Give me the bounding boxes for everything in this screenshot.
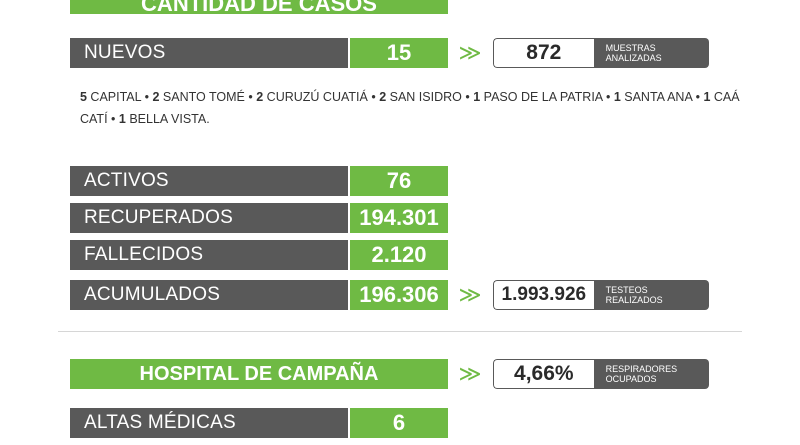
cases-title-banner: CANTIDAD DE CASOS: [70, 0, 448, 16]
locality-item: 5 CAPITAL: [80, 90, 141, 104]
respiradores-pill: 4,66% RESPIRADORES OCUPADOS: [493, 359, 709, 389]
locality-item: 2 SAN ISIDRO: [379, 90, 462, 104]
acumulados-value: 196.306: [359, 282, 439, 307]
bullet-separator: •: [248, 90, 253, 104]
locality-count: 2: [379, 90, 387, 104]
fallecidos-value-box: 2.120: [350, 240, 448, 270]
locality-count: 1: [703, 90, 711, 104]
acumulados-label: ACUMULADOS: [84, 284, 221, 305]
fallecidos-value: 2.120: [371, 242, 427, 267]
acumulados-label-box: ACUMULADOS: [70, 280, 348, 310]
locality-name: CAPITAL: [86, 90, 142, 104]
testeos-value: 1.993.926: [493, 280, 594, 310]
altas-label: ALTAS MÉDICAS: [84, 412, 236, 433]
muestras-value: 872: [493, 38, 594, 68]
altas-value-box: 6: [350, 408, 448, 438]
nuevos-label: NUEVOS: [84, 42, 166, 63]
locality-name: PASO DE LA PATRIA: [480, 90, 603, 104]
chevron-right-icon: ≫: [458, 282, 482, 307]
chevron-right-icon: ≫: [458, 40, 482, 65]
respiradores-label: RESPIRADORES OCUPADOS: [593, 359, 709, 389]
activos-label: ACTIVOS: [84, 170, 169, 191]
locality-item: 1 PASO DE LA PATRIA: [473, 90, 602, 104]
acumulados-value-box: 196.306: [350, 280, 448, 310]
nuevos-label-box: NUEVOS: [70, 38, 348, 68]
testeos-label: TESTEOS REALIZADOS: [593, 280, 709, 310]
hospital-title-banner: HOSPITAL DE CAMPAÑA: [70, 359, 448, 389]
nuevos-value-box: 15: [350, 38, 448, 68]
locality-list: 5 CAPITAL • 2 SANTO TOMÉ • 2 CURUZÚ CUAT…: [80, 90, 740, 126]
altas-label-box: ALTAS MÉDICAS: [70, 408, 348, 438]
locality-count: 2: [152, 90, 160, 104]
bullet-separator: •: [465, 90, 470, 104]
locality-name: CURUZÚ CUATIÁ: [263, 90, 368, 104]
locality-count: 1: [613, 90, 621, 104]
locality-item: 2 SANTO TOMÉ: [153, 90, 245, 104]
recuperados-value-box: 194.301: [350, 203, 448, 233]
locality-name: SANTA ANA: [620, 90, 693, 104]
fallecidos-label: FALLECIDOS: [84, 244, 204, 265]
fallecidos-label-box: FALLECIDOS: [70, 240, 348, 270]
locality-item: 2 CURUZÚ CUATIÁ: [256, 90, 368, 104]
locality-count: 5: [80, 90, 87, 104]
activos-value: 76: [386, 168, 412, 193]
recuperados-label: RECUPERADOS: [84, 207, 233, 228]
bullet-separator: •: [695, 90, 700, 104]
hospital-title: HOSPITAL DE CAMPAÑA: [139, 362, 379, 385]
testeos-pill: 1.993.926 TESTEOS REALIZADOS: [493, 280, 709, 310]
locality-count: 2: [256, 90, 264, 104]
altas-value: 6: [392, 410, 406, 435]
locality-item: 1 CAÁ CATÍ: [80, 90, 740, 126]
bullet-separator: •: [371, 90, 376, 104]
locality-name: BELLA VISTA.: [125, 112, 210, 126]
locality-name: SANTO TOMÉ: [159, 90, 245, 104]
activos-label-box: ACTIVOS: [70, 166, 348, 196]
nuevos-value: 15: [386, 40, 412, 65]
bullet-separator: •: [111, 112, 116, 126]
section-divider: [58, 331, 742, 332]
locality-name: CAÁ CATÍ: [80, 90, 740, 126]
activos-value-box: 76: [350, 166, 448, 196]
chevron-right-icon: ≫: [458, 361, 482, 386]
respiradores-value: 4,66%: [493, 359, 594, 389]
bullet-separator: •: [144, 90, 150, 104]
locality-name: SAN ISIDRO: [386, 90, 462, 104]
locality-count: 1: [473, 90, 481, 104]
muestras-pill: 872 MUESTRAS ANALIZADAS: [493, 38, 709, 68]
cases-title: CANTIDAD DE CASOS: [141, 0, 377, 16]
recuperados-value: 194.301: [359, 205, 439, 230]
locality-item: 1 SANTA ANA: [614, 90, 692, 104]
locality-item: 1 BELLA VISTA.: [119, 112, 210, 126]
bullet-separator: •: [605, 90, 611, 104]
locality-breakdown: 5 CAPITAL • 2 SANTO TOMÉ • 2 CURUZÚ CUAT…: [80, 86, 740, 130]
locality-count: 1: [118, 112, 126, 126]
muestras-label: MUESTRAS ANALIZADAS: [593, 38, 709, 68]
recuperados-label-box: RECUPERADOS: [70, 203, 348, 233]
